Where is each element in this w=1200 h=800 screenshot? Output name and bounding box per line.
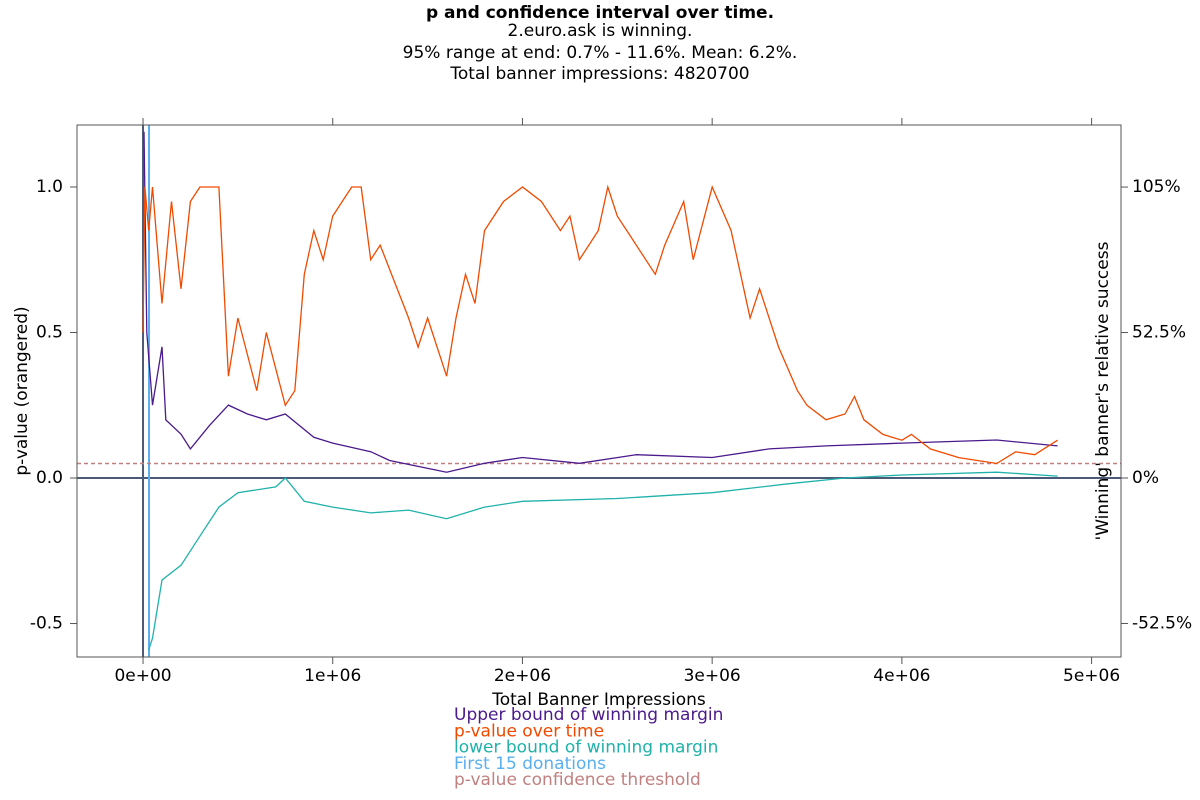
x-tick-label: 3e+06: [684, 666, 741, 686]
y2-tick-label: 0%: [1132, 468, 1159, 488]
subtitle: Total banner impressions: 4820700: [449, 64, 749, 84]
x-tick-label: 0e+00: [114, 666, 171, 686]
chart-title: p and confidence interval over time.: [426, 3, 774, 23]
y-tick-label: 0.5: [36, 323, 63, 343]
legend-entry: p-value over time: [454, 721, 604, 741]
x-tick-label: 1e+06: [304, 666, 361, 686]
y-axis-label: p-value (orangered): [12, 306, 32, 475]
plot-area: [77, 125, 1121, 657]
series-line: [142, 184, 1058, 465]
x-tick-label: 5e+06: [1063, 666, 1120, 686]
y-tick-label: 1.0: [36, 177, 63, 197]
legend-entry: Upper bound of winning margin: [454, 705, 723, 725]
plot-frame: [76, 124, 1122, 658]
y-tick-label: 0.0: [36, 468, 63, 488]
series-line: [148, 471, 1058, 651]
x-axis-label: Total Banner Impressions: [491, 690, 706, 710]
legend-entry: p-value confidence threshold: [454, 770, 701, 790]
x-tick-label: 4e+06: [873, 666, 930, 686]
subtitle: 95% range at end: 0.7% - 11.6%. Mean: 6.…: [403, 43, 798, 63]
y2-axis-label: 'Winning' banner's relative success: [1093, 241, 1113, 540]
legend-entry: lower bound of winning margin: [454, 738, 718, 758]
y2-tick-label: 52.5%: [1132, 323, 1186, 343]
subtitle: 2.euro.ask is winning.: [508, 21, 693, 41]
y-tick-label: -0.5: [30, 614, 63, 634]
y2-tick-label: 105%: [1132, 177, 1181, 197]
y2-tick-label: -52.5%: [1132, 613, 1192, 633]
series-line: [143, 131, 1058, 473]
legend-entry: First 15 donations: [454, 754, 606, 774]
x-tick-label: 2e+06: [494, 666, 551, 686]
